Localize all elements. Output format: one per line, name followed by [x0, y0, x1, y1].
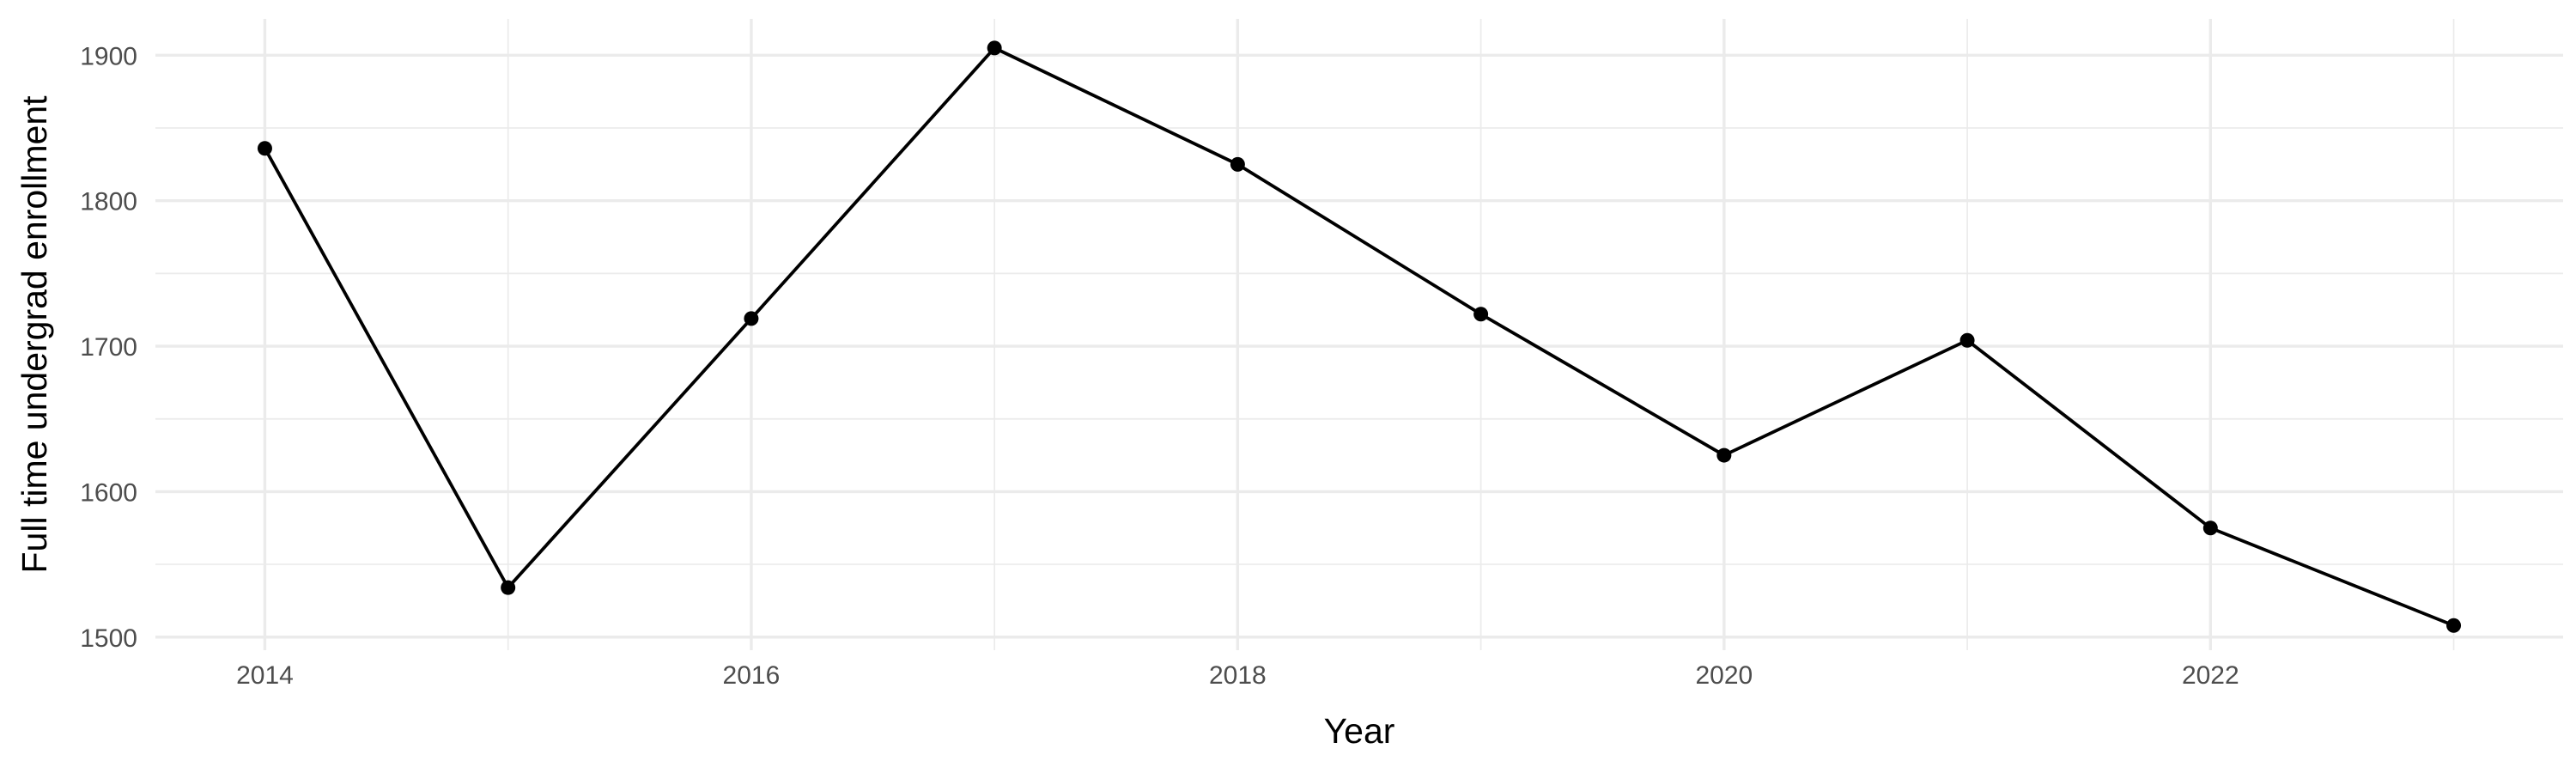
- x-tick-label: 2020: [1695, 661, 1753, 690]
- x-tick-label: 2016: [723, 661, 781, 690]
- y-tick-label: 1700: [80, 333, 137, 362]
- y-tick-label: 1800: [80, 188, 137, 216]
- x-tick-label: 2022: [2182, 661, 2239, 690]
- x-axis-title: Year: [1324, 711, 1395, 751]
- data-point: [1959, 332, 1975, 348]
- x-tick-label: 2014: [236, 661, 294, 690]
- data-point: [2446, 618, 2462, 633]
- grid: [155, 19, 2563, 650]
- data-point: [1473, 307, 1489, 322]
- series: [257, 40, 2462, 633]
- y-tick-label: 1900: [80, 42, 137, 70]
- x-axis-ticks: 2014 2016 2018 2020 2022: [236, 661, 2239, 690]
- data-point: [2202, 520, 2218, 536]
- y-tick-label: 1600: [80, 478, 137, 507]
- series-line: [263, 46, 2455, 627]
- data-point: [744, 311, 759, 326]
- data-point: [501, 580, 516, 595]
- data-point: [987, 40, 1002, 56]
- y-axis-ticks: 1500 1600 1700 1800 1900: [80, 42, 137, 652]
- data-point: [1716, 447, 1732, 463]
- y-axis-title: Full time undergrad enrollment: [15, 95, 54, 574]
- x-tick-label: 2018: [1209, 661, 1267, 690]
- data-point: [1230, 156, 1245, 172]
- data-point: [257, 141, 272, 156]
- y-tick-label: 1500: [80, 624, 137, 653]
